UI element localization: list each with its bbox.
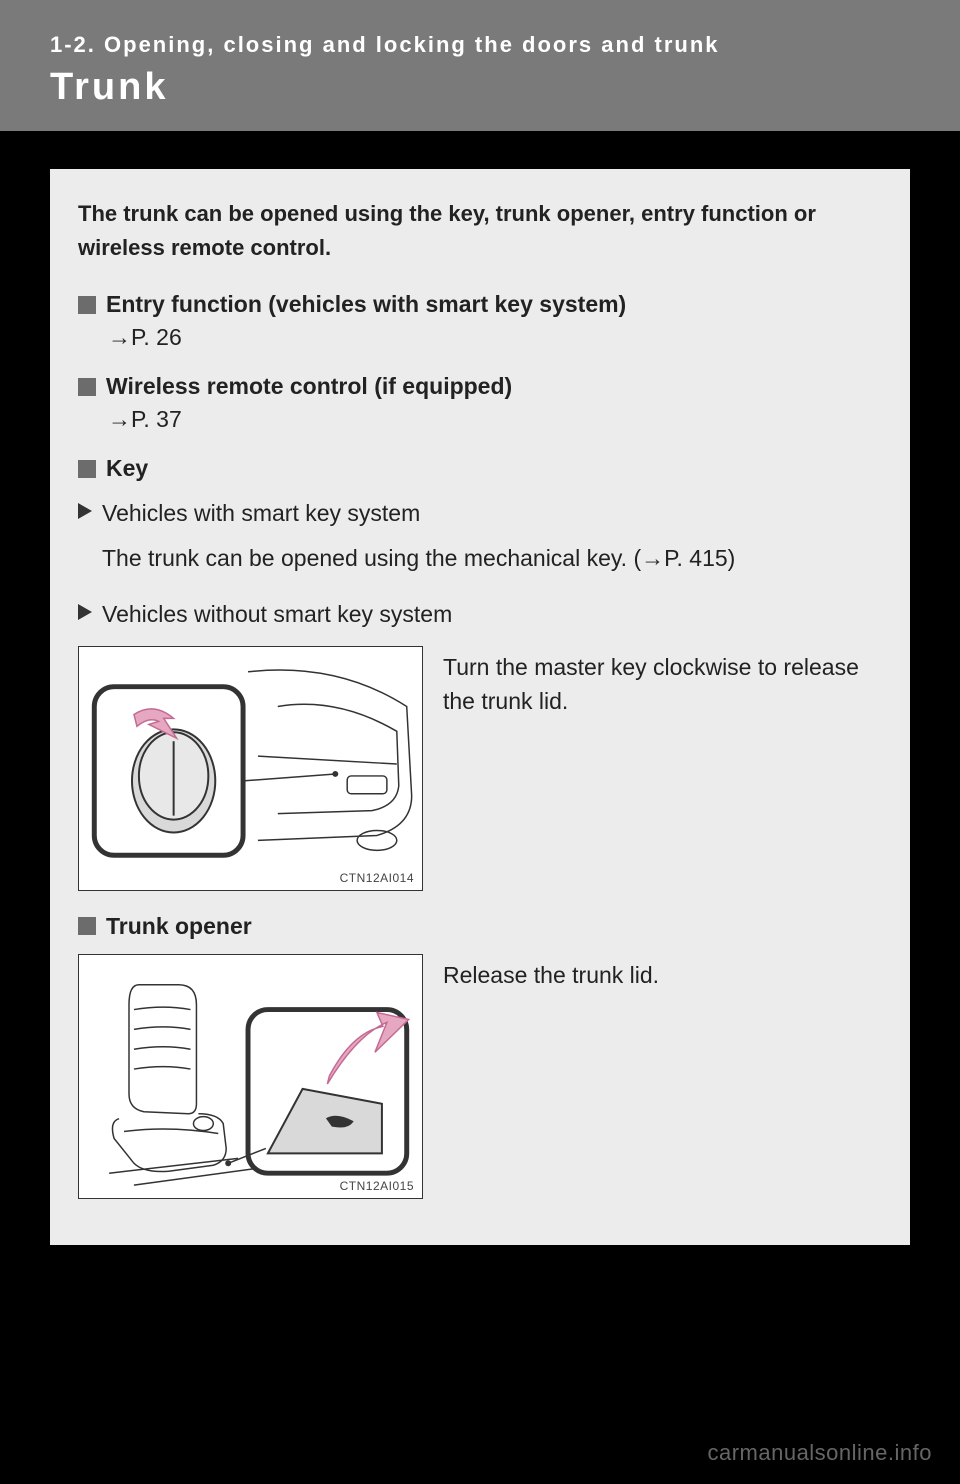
triangle-bullet-icon	[78, 503, 92, 519]
sub-label: Vehicles without smart key system	[102, 597, 452, 632]
intro-text: The trunk can be opened using the key, t…	[78, 197, 882, 265]
figure-key-lock: CTN12AI014	[78, 646, 423, 891]
triangle-bullet-icon	[78, 604, 92, 620]
content-panel: The trunk can be opened using the key, t…	[50, 169, 910, 1245]
arrow-icon: →	[108, 324, 131, 350]
heading-text: Trunk opener	[106, 913, 252, 940]
figure-row-opener: CTN12AI015 Release the trunk lid.	[78, 954, 882, 1199]
section-key: Key Vehicles with smart key system The t…	[78, 455, 882, 891]
section-heading: Wireless remote control (if equipped)	[78, 373, 882, 400]
subsection-no-smart-key: Vehicles without smart key system	[78, 597, 882, 632]
heading-text: Key	[106, 455, 148, 482]
square-bullet-icon	[78, 296, 96, 314]
heading-text: Entry function (vehicles with smart key …	[106, 291, 626, 318]
section-trunk-opener: Trunk opener	[78, 913, 882, 1199]
page-reference: →P. 26	[108, 324, 882, 351]
heading-text: Wireless remote control (if equipped)	[106, 373, 512, 400]
figure-caption: CTN12AI014	[340, 871, 414, 885]
header-band: 1-2. Opening, closing and locking the do…	[0, 0, 960, 131]
figure-row-key: CTN12AI014 Turn the master key clockwise…	[78, 646, 882, 891]
sub-label: Vehicles with smart key system	[102, 496, 735, 531]
sub-body-text: The trunk can be opened using the mechan…	[102, 541, 735, 576]
page-reference: →P. 37	[108, 406, 882, 433]
figure-caption: CTN12AI015	[340, 1179, 414, 1193]
section-heading: Entry function (vehicles with smart key …	[78, 291, 882, 318]
ref-text: P. 37	[131, 406, 182, 432]
section-entry-function: Entry function (vehicles with smart key …	[78, 291, 882, 351]
arrow-icon: →	[108, 406, 131, 432]
section-wireless-remote: Wireless remote control (if equipped) →P…	[78, 373, 882, 433]
watermark: carmanualsonline.info	[707, 1440, 932, 1466]
subsection-smart-key: Vehicles with smart key system The trunk…	[78, 496, 882, 575]
square-bullet-icon	[78, 378, 96, 396]
ref-text: P. 26	[131, 324, 182, 350]
figure-description: Turn the master key clockwise to release…	[443, 646, 882, 891]
breadcrumb: 1-2. Opening, closing and locking the do…	[50, 32, 910, 58]
figure-trunk-opener: CTN12AI015	[78, 954, 423, 1199]
section-heading: Key	[78, 455, 882, 482]
figure-description: Release the trunk lid.	[443, 954, 659, 1199]
square-bullet-icon	[78, 460, 96, 478]
section-heading: Trunk opener	[78, 913, 882, 940]
page-title: Trunk	[50, 66, 910, 109]
square-bullet-icon	[78, 917, 96, 935]
